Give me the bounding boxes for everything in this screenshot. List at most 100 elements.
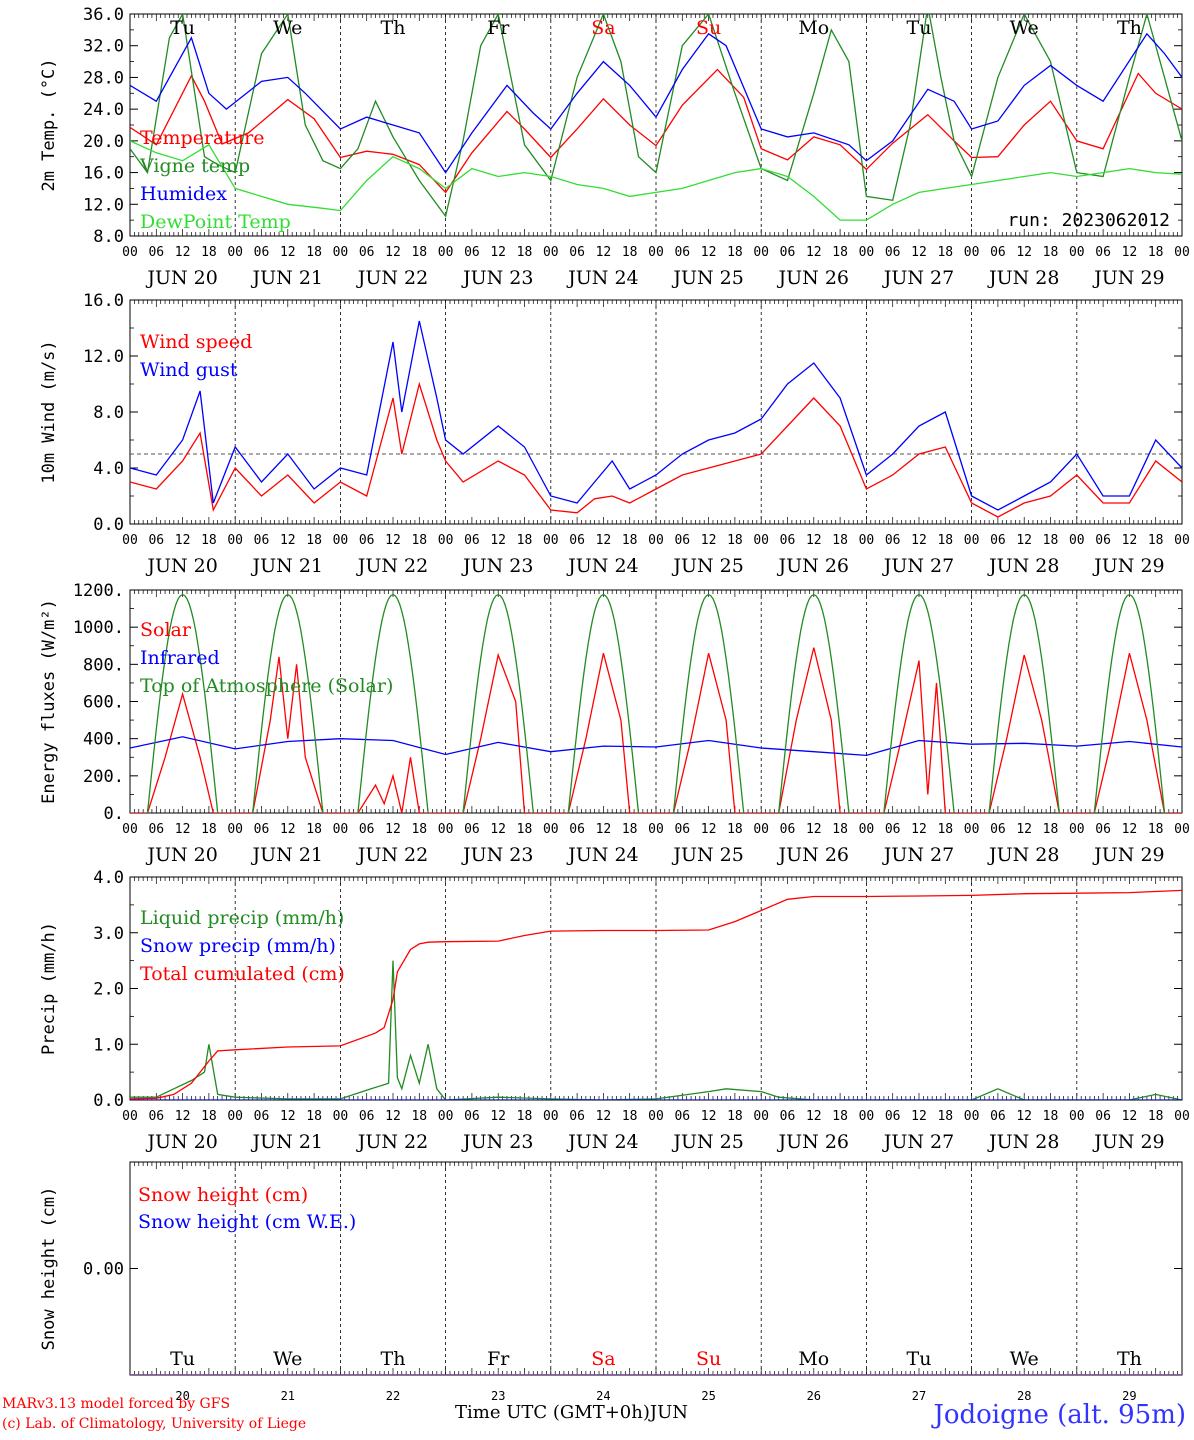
hour-tick-label: 00: [543, 822, 559, 837]
hour-tick-label: 12: [1016, 1109, 1032, 1124]
day-abbr: Su: [696, 17, 721, 39]
hour-tick-label: 00: [964, 245, 980, 260]
date-label: JUN 21: [251, 844, 323, 866]
day-abbr: Th: [381, 17, 406, 39]
hour-tick-label: 18: [832, 533, 848, 548]
hour-tick-label: 12: [806, 1109, 822, 1124]
hour-tick-label: 06: [569, 1109, 585, 1124]
hour-tick-label: 06: [569, 822, 585, 837]
legend-entry: Solar: [140, 619, 192, 641]
hour-tick-label: 18: [306, 245, 322, 260]
hour-tick-label: 00: [1174, 822, 1190, 837]
y-tick-label: 12.0: [83, 347, 124, 367]
hour-tick-label: 00: [438, 822, 454, 837]
day-number: 23: [491, 1389, 505, 1403]
hour-tick-label: 12: [280, 822, 296, 837]
hour-tick-label: 00: [648, 1109, 664, 1124]
panel-1: 8.0 12.0 16.0 20.0 24.0 28.0 32.0 36.0 2m Temp. …: [39, 5, 1190, 289]
hour-tick-label: 12: [1122, 533, 1138, 548]
day-abbr: Th: [1117, 17, 1142, 39]
hour-tick-label: 12: [911, 245, 927, 260]
hour-tick-label: 12: [385, 245, 401, 260]
y-tick-label: 0.00: [83, 1260, 124, 1280]
date-label: JUN 22: [356, 844, 428, 866]
date-label: JUN 25: [671, 267, 743, 289]
hour-tick-label: 00: [964, 533, 980, 548]
hour-tick-label: 06: [359, 1109, 375, 1124]
hour-tick-label: 00: [648, 533, 664, 548]
hour-tick-label: 18: [832, 822, 848, 837]
hour-tick-label: 12: [175, 1109, 191, 1124]
hour-tick-label: 06: [148, 245, 164, 260]
day-abbr: We: [1010, 17, 1039, 39]
series-line-humidex: [130, 32, 1182, 174]
hour-tick-label: 12: [911, 533, 927, 548]
y-tick-label: 32.0: [83, 37, 124, 57]
date-label: JUN 27: [882, 267, 954, 289]
date-label: JUN 22: [356, 267, 428, 289]
day-abbr: Mo: [798, 1348, 829, 1370]
date-label: JUN 22: [356, 555, 428, 577]
hour-tick-label: 06: [1095, 245, 1111, 260]
hour-tick-label: 18: [306, 1109, 322, 1124]
hour-tick-label: 06: [780, 1109, 796, 1124]
hour-tick-label: 00: [227, 1109, 243, 1124]
hour-tick-label: 00: [438, 245, 454, 260]
date-label: JUN 23: [461, 555, 533, 577]
hour-tick-label: 18: [1148, 822, 1164, 837]
hour-tick-label: 12: [175, 822, 191, 837]
date-label: JUN 21: [251, 555, 323, 577]
time-axis-title: Time UTC (GMT+0h)JUN: [455, 1402, 688, 1423]
series-line-infrared: [130, 736, 1182, 757]
hour-tick-label: 00: [1174, 1109, 1190, 1124]
date-label: JUN 29: [1092, 267, 1164, 289]
day-number: 20: [175, 1389, 189, 1403]
hour-tick-label: 06: [359, 822, 375, 837]
day-abbr: Th: [1117, 1348, 1142, 1370]
y-tick-label: 8.0: [93, 227, 124, 247]
day-abbr: Tu: [907, 1348, 932, 1370]
hour-tick-label: 12: [806, 822, 822, 837]
date-label: JUN 23: [461, 267, 533, 289]
hour-tick-label: 18: [937, 822, 953, 837]
date-label: JUN 27: [882, 555, 954, 577]
hour-tick-label: 18: [727, 245, 743, 260]
legend-entry: Humidex: [140, 183, 227, 205]
y-tick-label: 28.0: [83, 68, 124, 88]
hour-tick-label: 00: [333, 533, 349, 548]
hour-tick-label: 06: [990, 1109, 1006, 1124]
hour-tick-label: 18: [1043, 1109, 1059, 1124]
hour-tick-label: 00: [333, 245, 349, 260]
day-number: 22: [386, 1389, 400, 1403]
series-line-top-of-atmosphere-solar-: [146, 593, 1166, 813]
day-abbr: We: [273, 17, 302, 39]
day-abbr: Th: [381, 1348, 406, 1370]
hour-tick-label: 18: [517, 533, 533, 548]
hour-tick-label: 00: [122, 245, 138, 260]
hour-tick-label: 06: [464, 533, 480, 548]
date-label: JUN 26: [777, 844, 849, 866]
hour-tick-label: 00: [543, 533, 559, 548]
y-tick-label: 3.0: [93, 924, 124, 944]
hour-tick-label: 12: [596, 1109, 612, 1124]
day-number: 26: [807, 1389, 821, 1403]
hour-tick-label: 06: [464, 822, 480, 837]
hour-tick-label: 06: [885, 822, 901, 837]
hour-tick-label: 12: [806, 245, 822, 260]
hour-tick-label: 00: [859, 533, 875, 548]
panel-2: 0.0 4.0 8.0 12.0 16.0 10m Wind (m/s) Wind spee…: [39, 291, 1190, 577]
y-tick-label: 0.0: [93, 1091, 124, 1111]
y-tick-label: 16.0: [83, 164, 124, 184]
y-tick-label: 600.: [83, 693, 124, 713]
hour-tick-label: 00: [753, 1109, 769, 1124]
series-line-solar: [130, 647, 1182, 813]
day-abbr: We: [1010, 1348, 1039, 1370]
hour-tick-label: 00: [859, 1109, 875, 1124]
station-name: Jodoigne (alt. 95m): [933, 1400, 1186, 1430]
hour-tick-label: 06: [674, 822, 690, 837]
y-tick-label: 24.0: [83, 100, 124, 120]
footer-model-text: MARv3.13 model forced by GFS: [2, 1396, 231, 1412]
date-label: JUN 29: [1092, 844, 1164, 866]
hour-tick-label: 18: [622, 1109, 638, 1124]
